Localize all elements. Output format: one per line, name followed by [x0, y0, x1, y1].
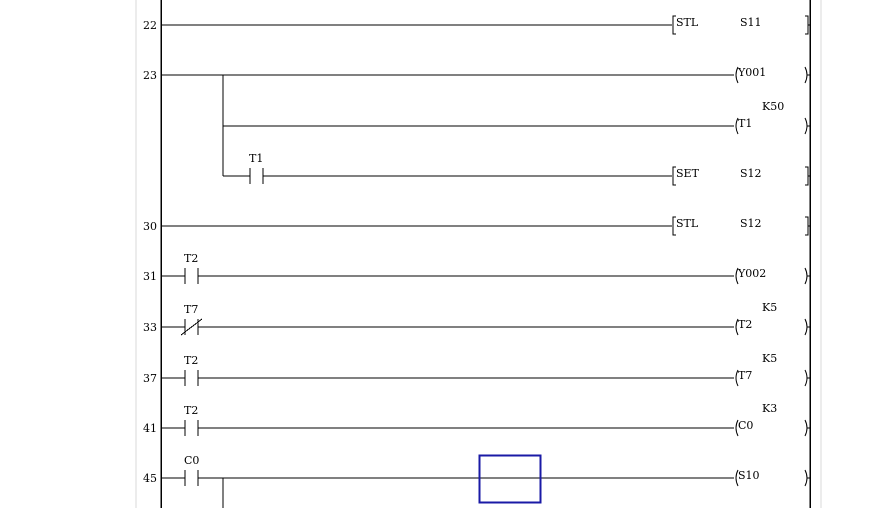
no-contact-label[interactable]: T1 [249, 152, 263, 165]
coil-paren-right [804, 267, 810, 285]
step-number: 41 [143, 422, 157, 435]
coil-setting[interactable]: K5 [762, 301, 777, 314]
step-number: 37 [143, 372, 157, 385]
coil-paren-left [735, 318, 739, 336]
no-contact-label[interactable]: T2 [184, 354, 198, 367]
coil-device[interactable]: T1 [738, 117, 752, 130]
no-contact-label[interactable]: T2 [184, 252, 198, 265]
step-number: 22 [143, 19, 157, 32]
instruction-operand[interactable]: S11 [740, 16, 762, 29]
step-number: 33 [143, 321, 157, 334]
coil-paren-left [735, 469, 739, 487]
coil-device[interactable]: Y002 [737, 267, 766, 280]
coil-paren-left [735, 66, 739, 84]
instruction-op[interactable]: STL [676, 217, 699, 230]
nc-contact-label[interactable]: T7 [184, 303, 198, 316]
coil-paren-right [804, 66, 810, 84]
coil-paren-left [735, 117, 739, 135]
step-number: 31 [143, 270, 157, 283]
coil-paren-left [735, 369, 739, 387]
coil-paren-right [804, 469, 810, 487]
coil-paren-right [804, 419, 810, 437]
step-number: 45 [143, 472, 157, 485]
no-contact-label[interactable]: T2 [184, 404, 198, 417]
coil-device[interactable]: S10 [738, 469, 760, 482]
coil-paren-right [804, 117, 810, 135]
instruction-bracket-right [805, 216, 810, 236]
step-number: 23 [143, 69, 157, 82]
coil-device[interactable]: T7 [738, 369, 752, 382]
instruction-op[interactable]: SET [676, 167, 700, 180]
coil-setting[interactable]: K50 [762, 100, 784, 113]
coil-device[interactable]: T2 [738, 318, 752, 331]
instruction-bracket-right [805, 166, 810, 186]
instruction-op[interactable]: STL [676, 16, 699, 29]
nc-slash [180, 318, 203, 336]
instruction-operand[interactable]: S12 [740, 167, 762, 180]
coil-device[interactable]: C0 [738, 419, 753, 432]
no-contact-label[interactable]: C0 [184, 454, 199, 467]
step-number: 30 [143, 220, 157, 233]
instruction-operand[interactable]: S12 [740, 217, 762, 230]
coil-paren-right [804, 369, 810, 387]
edit-cursor[interactable] [478, 454, 542, 504]
instruction-bracket-right [805, 15, 810, 35]
coil-setting[interactable]: K5 [762, 352, 777, 365]
instruction-bracket-left [672, 216, 676, 236]
instruction-bracket-left [672, 15, 676, 35]
coil-paren-left [735, 419, 739, 437]
coil-paren-left [735, 267, 739, 285]
coil-setting[interactable]: K3 [762, 402, 777, 415]
instruction-bracket-left [672, 166, 676, 186]
coil-device[interactable]: Y001 [737, 66, 766, 79]
coil-paren-right [804, 318, 810, 336]
